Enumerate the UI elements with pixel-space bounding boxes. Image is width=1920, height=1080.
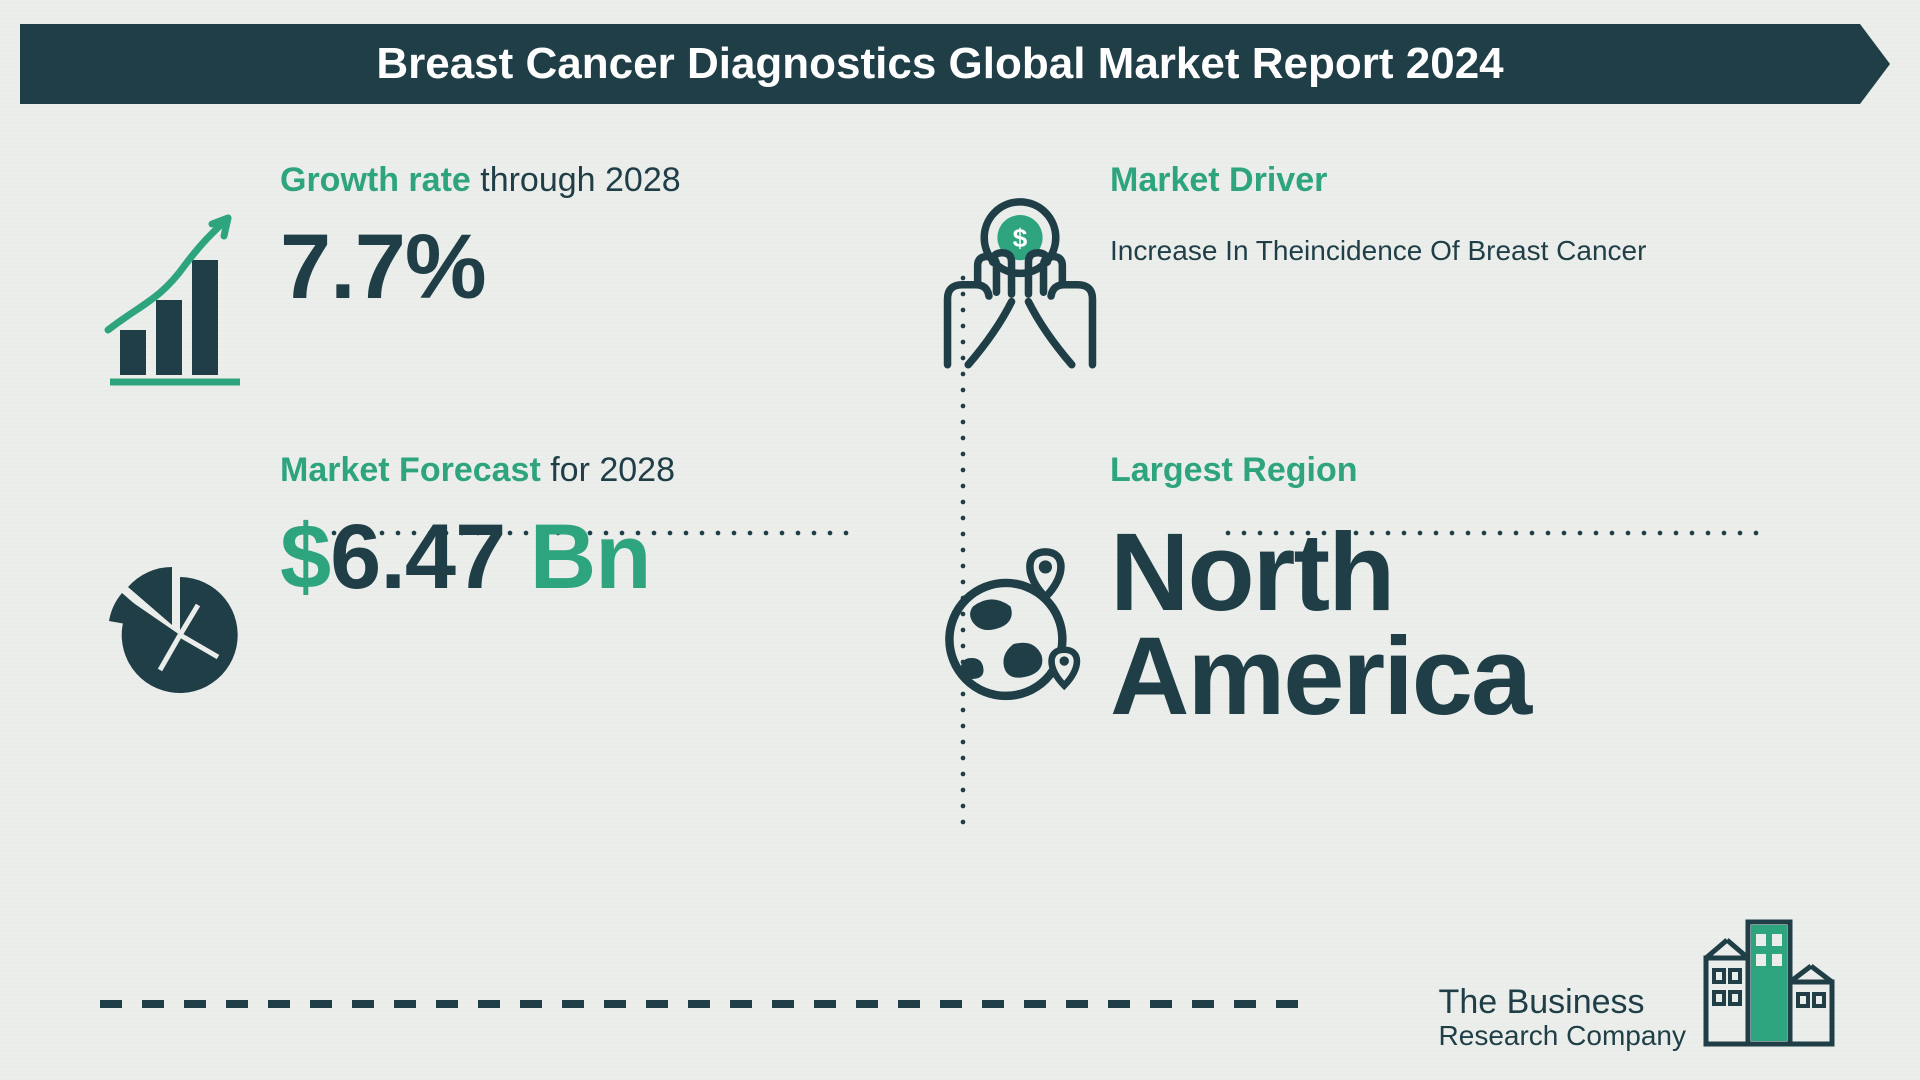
stat-market-driver: $ Market Driver Increase In Theincidence… [1000,160,1800,440]
brand-line2: Research Company [1439,1021,1686,1050]
svg-text:$: $ [1013,223,1028,253]
globe-pins-icon [940,540,1100,720]
forecast-label-rest: for 2028 [541,451,675,489]
growth-label-rest: through 2028 [471,161,681,199]
forecast-text: Market Forecast for 2028 $6.47 Bn [280,450,880,603]
stat-growth-rate: Growth rate through 2028 7.7% [100,160,880,440]
forecast-label-strong: Market Forecast [280,451,541,489]
forecast-value: $6.47 Bn [280,511,880,603]
stat-market-forecast: Market Forecast for 2028 $6.47 Bn [100,450,880,790]
region-line2: America [1110,615,1530,738]
forecast-number: 6.47 [330,506,505,608]
forecast-label: Market Forecast for 2028 [280,450,880,491]
hands-coin-icon: $ [940,190,1100,370]
driver-label: Market Driver [1110,160,1710,201]
forecast-prefix: $ [280,506,330,608]
brand-logo-mark [1700,910,1850,1050]
growth-label-strong: Growth rate [280,161,471,199]
growth-label: Growth rate through 2028 [280,160,880,201]
forecast-suffix: Bn [505,506,650,608]
region-text: Largest Region North America [1110,450,1710,730]
growth-value: 7.7% [280,221,880,313]
bar-arrow-icon [100,210,260,390]
divider-dash-bottom [100,1000,1300,1008]
header-title: Breast Cancer Diagnostics Global Market … [376,39,1503,89]
driver-description: Increase In Theincidence Of Breast Cance… [1110,231,1710,270]
header-bar: Breast Cancer Diagnostics Global Market … [20,24,1860,104]
stat-largest-region: Largest Region North America [1000,450,1800,790]
brand-line1: The Business [1439,985,1686,1021]
pie-icon [100,540,260,720]
region-label: Largest Region [1110,450,1710,491]
header-bar-arrow [1860,24,1890,104]
region-value: North America [1110,521,1710,730]
brand-logo-text: The Business Research Company [1439,985,1686,1050]
growth-text: Growth rate through 2028 7.7% [280,160,880,313]
infographic-grid: Growth rate through 2028 7.7% $ Market D… [100,150,1820,870]
driver-text-box: Market Driver Increase In Theincidence O… [1110,160,1710,270]
brand-logo: The Business Research Company [1439,910,1850,1050]
